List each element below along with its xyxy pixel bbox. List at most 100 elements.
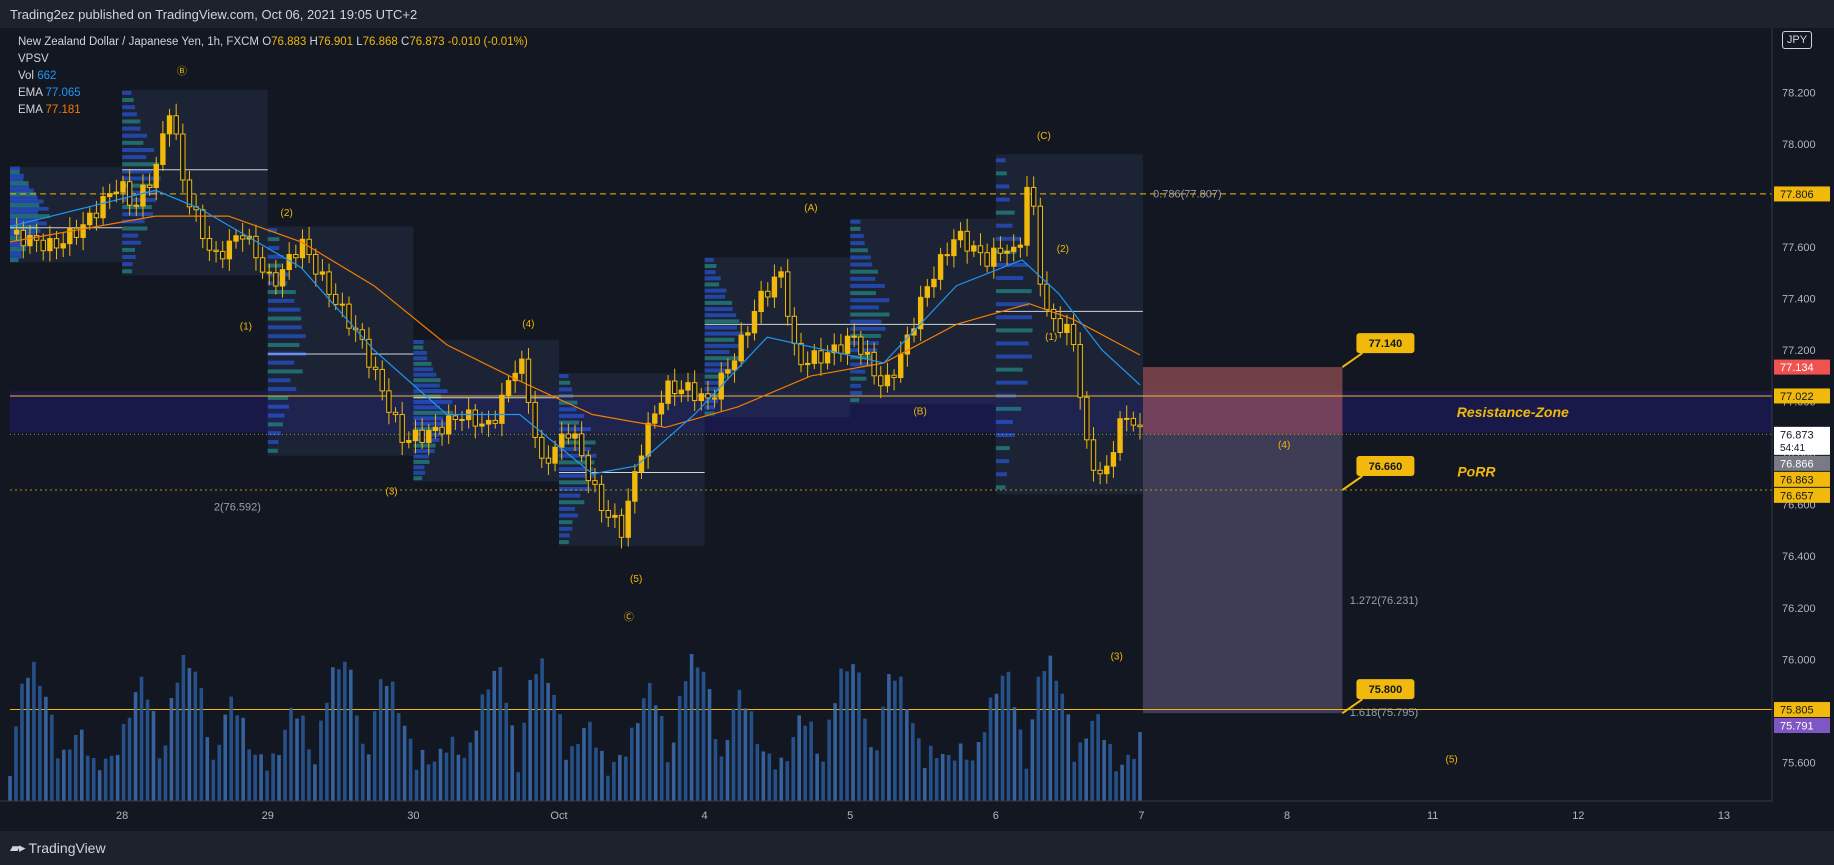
footer-bar: ▰▸ TradingView: [0, 831, 1834, 865]
profile-bar: [10, 247, 26, 252]
profile-bar: [995, 406, 1022, 411]
ema-slow-line: [9, 215, 1141, 429]
volume-bar: [803, 725, 807, 801]
volume-bar: [360, 743, 365, 801]
y-tick-label: 77.200: [1782, 345, 1816, 357]
profile-bar: [413, 340, 424, 345]
profile-bar: [413, 476, 423, 481]
candle-body: [578, 433, 585, 457]
volume-bar: [863, 718, 867, 801]
price-tag: [1774, 487, 1830, 503]
profile-bar: [995, 171, 1007, 176]
vpsv-row[interactable]: VPSV: [18, 51, 528, 68]
candle-body: [213, 249, 219, 252]
volume-bar: [875, 750, 879, 801]
volume-bar: [402, 725, 407, 801]
profile-bar: [413, 410, 454, 415]
volume-bar: [755, 744, 760, 801]
price-tag-countdown: 54:41: [1780, 443, 1805, 454]
candle-body: [60, 243, 66, 249]
candle-body: [53, 238, 60, 249]
volume-row[interactable]: Vol 662: [18, 68, 528, 85]
profile-bar: [10, 258, 19, 263]
volume-bar: [833, 703, 837, 801]
profile-bar: [10, 203, 40, 208]
profile-bar: [558, 486, 591, 491]
tradingview-brand[interactable]: ▰▸ TradingView: [10, 840, 106, 856]
candle-body: [333, 293, 339, 305]
candle-body: [313, 253, 319, 275]
chart-area[interactable]: 0.786(77.807) 2(76.592) 1.272(76.231) 1.618…: [0, 28, 1834, 831]
profile-bar: [558, 407, 577, 412]
volume-bar: [647, 682, 652, 801]
profile-bar: [850, 341, 879, 346]
volume-bar: [1108, 744, 1112, 801]
volume-bar: [241, 717, 245, 801]
volume-bar: [32, 661, 36, 801]
price-tag: [1774, 455, 1830, 471]
profile-bar: [267, 439, 279, 444]
volume-bar: [384, 685, 389, 801]
candle-body: [725, 369, 731, 374]
profile-bar: [267, 413, 285, 418]
profile-bar: [267, 378, 291, 383]
volume-bar: [952, 760, 957, 801]
candle-body: [638, 455, 645, 473]
ema-fast-label: EMA: [18, 87, 43, 99]
candle-body: [113, 191, 120, 195]
profile-bar: [10, 184, 30, 189]
profile-bar: [995, 262, 1028, 267]
volume-bar: [821, 761, 825, 801]
volume-bar: [982, 732, 987, 801]
candle-body: [140, 184, 146, 207]
candle-body: [319, 271, 326, 275]
candle-body: [1117, 418, 1123, 454]
volume-bar: [1006, 671, 1011, 801]
candle-body: [705, 393, 711, 399]
candle-body: [133, 204, 139, 207]
volume-bar: [928, 745, 933, 801]
price-tag-label: 76.873: [1780, 429, 1814, 441]
profile-bar: [850, 219, 861, 224]
profile-bar: [850, 305, 879, 310]
candle-body: [399, 414, 405, 443]
volume-bar: [44, 696, 48, 801]
ema-slow-row[interactable]: EMA 77.181: [18, 102, 528, 119]
volume-bar: [695, 667, 700, 801]
ema-fast-row[interactable]: EMA 77.065: [18, 85, 528, 102]
candle-body: [426, 430, 432, 444]
symbol-name[interactable]: New Zealand Dollar / Japanese Yen, 1h, F…: [18, 36, 259, 48]
volume-bar: [474, 730, 479, 801]
volume-bar: [56, 758, 60, 801]
candle-body: [20, 229, 26, 247]
profile-bar: [995, 472, 1007, 477]
candle-body: [778, 271, 784, 278]
candle-body: [898, 353, 904, 379]
callout-tag-label: 76.660: [1369, 461, 1403, 473]
profile-bar: [413, 454, 430, 459]
profile-bar: [704, 350, 730, 355]
price-chart[interactable]: 0.786(77.807) 2(76.592) 1.272(76.231) 1.618…: [0, 28, 1834, 831]
y-tick-label: 75.600: [1782, 757, 1816, 769]
candle-body: [944, 254, 950, 257]
candle-body: [93, 212, 100, 219]
candle-body: [585, 455, 591, 482]
profile-bar: [995, 367, 1023, 372]
volume-bar: [576, 744, 580, 801]
currency-button[interactable]: JPY: [1782, 31, 1812, 49]
chart-legend: New Zealand Dollar / Japanese Yen, 1h, F…: [18, 34, 528, 119]
wave-label: (1): [240, 321, 252, 332]
candle-body: [87, 212, 93, 226]
price-tag-label: 75.791: [1780, 721, 1814, 733]
profile-bar: [558, 453, 597, 458]
candle-body: [851, 335, 857, 338]
candle-body: [153, 163, 159, 189]
profile-bar: [995, 446, 1010, 451]
profile-bar: [995, 419, 1013, 424]
profile-bar: [267, 404, 290, 409]
profile-bar: [122, 269, 133, 274]
candle-body: [13, 229, 20, 235]
profile-bar: [267, 395, 289, 400]
volume-bar: [1066, 714, 1071, 801]
volume-bar: [396, 713, 401, 801]
